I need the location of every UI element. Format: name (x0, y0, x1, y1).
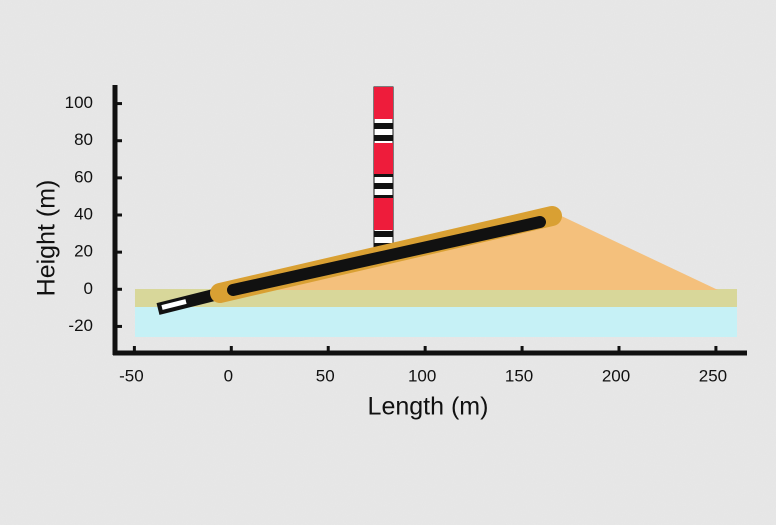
scene (135, 86, 737, 337)
tower (373, 86, 394, 251)
x-axis-label: Length (m) (368, 393, 489, 421)
x-tick-label: 100 (408, 366, 436, 385)
y-tick-label: 20 (74, 242, 93, 261)
x-tick-label: -50 (119, 366, 144, 385)
x-tick-label: 200 (602, 366, 630, 385)
x-tick-label: 250 (699, 366, 727, 385)
water-layer (135, 307, 737, 337)
borehole-pipe (227, 216, 546, 296)
y-tick-label: 80 (74, 130, 93, 149)
y-tick-label: 60 (74, 167, 93, 186)
y-tick-label: 40 (74, 204, 93, 223)
y-tick-label: 100 (65, 93, 93, 112)
y-tick-label: -20 (68, 316, 93, 335)
y-tick-label: 0 (84, 279, 93, 298)
y-axis-label: Height (m) (33, 180, 61, 297)
x-tick-label: 0 (224, 366, 233, 385)
ground-layer (135, 289, 737, 307)
axes (112, 85, 747, 356)
x-tick-label: 50 (316, 366, 335, 385)
x-tick-label: 150 (505, 366, 533, 385)
probe-tip (161, 299, 187, 310)
